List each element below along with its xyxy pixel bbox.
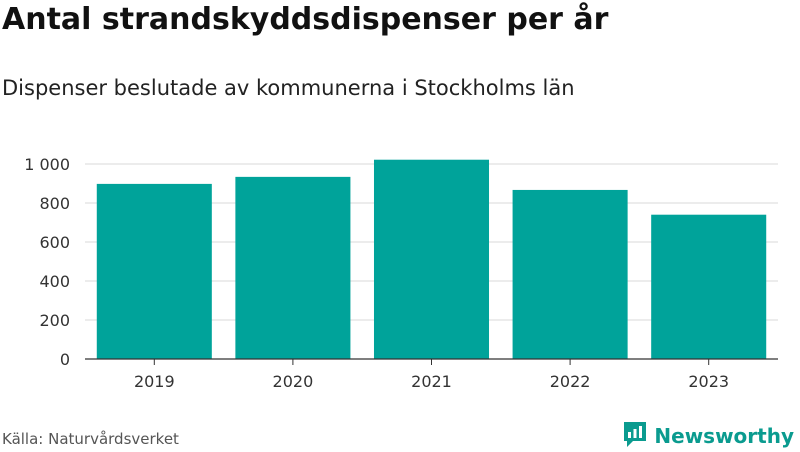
- x-tick-label: 2022: [550, 372, 591, 391]
- bar-2023: [651, 214, 767, 359]
- bar-2019: [96, 183, 212, 359]
- y-tick-label: 400: [39, 272, 70, 291]
- bars: [96, 159, 767, 359]
- bar-2022: [512, 189, 628, 359]
- axes: 0 200 400 600 800 1 000 2019 2020 2021 2022 2023: [24, 155, 778, 391]
- newsworthy-brand: Newsworthy: [622, 420, 794, 452]
- x-tick-label: 2021: [411, 372, 452, 391]
- bar-2021: [373, 159, 490, 359]
- brand-name: Newsworthy: [654, 424, 794, 448]
- y-tick-label: 1 000: [24, 155, 70, 174]
- newsworthy-logo-icon: [622, 420, 648, 452]
- chart-subtitle: Dispenser beslutade av kommunerna i Stoc…: [2, 76, 575, 100]
- y-tick-label: 0: [60, 350, 70, 369]
- y-tick-label: 200: [39, 311, 70, 330]
- x-tick-label: 2019: [134, 372, 175, 391]
- x-tick-label: 2020: [273, 372, 314, 391]
- source-note: Källa: Naturvårdsverket: [2, 430, 179, 448]
- x-tick-label: 2023: [688, 372, 729, 391]
- y-tick-label: 600: [39, 233, 70, 252]
- bar-2020: [235, 176, 351, 359]
- chart-title: Antal strandskyddsdispenser per år: [2, 2, 609, 37]
- y-tick-label: 800: [39, 194, 70, 213]
